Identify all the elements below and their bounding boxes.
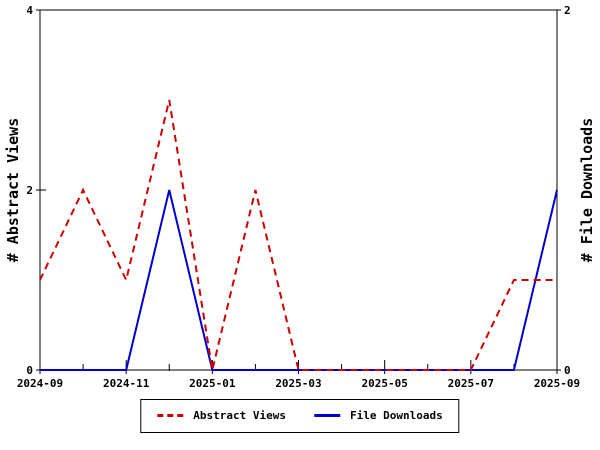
x-tick-label-2025-03: 2025-03 (275, 377, 321, 390)
left-axis-tick-label-2: 2 (26, 184, 33, 197)
left-axis-title: # Abstract Views (4, 117, 22, 263)
right-axis-tick-label-2: 2 (564, 4, 571, 17)
x-tick-label-2025-01: 2025-01 (189, 377, 236, 390)
legend-label-abstract-views: Abstract Views (193, 409, 286, 422)
left-axis-tick-label-0: 0 (26, 364, 33, 377)
left-axis-tick-label-4: 4 (26, 4, 33, 17)
right-axis-tick-label-0: 0 (564, 364, 571, 377)
legend-label-file-downloads: File Downloads (350, 409, 443, 422)
x-tick-label-2024-11: 2024-11 (103, 377, 150, 390)
file-downloads-line-sample (314, 414, 340, 417)
x-tick-label-2025-05: 2025-05 (361, 377, 407, 390)
series-line-file-downloads (40, 189, 558, 371)
series-line-abstract-views (39, 99, 557, 371)
x-tick-label-2025-09: 2025-09 (534, 377, 580, 390)
x-tick-label-2025-07: 2025-07 (448, 377, 494, 390)
legend: Abstract Views File Downloads (140, 399, 460, 433)
legend-item-file-downloads: File Downloads (314, 409, 443, 422)
right-axis-title: # File Downloads (578, 117, 596, 263)
plot-border (39, 9, 558, 371)
abstract-views-line-sample (157, 414, 184, 417)
legend-item-abstract-views: Abstract Views (157, 409, 286, 422)
x-tick-label-2024-09: 2024-09 (17, 377, 63, 390)
